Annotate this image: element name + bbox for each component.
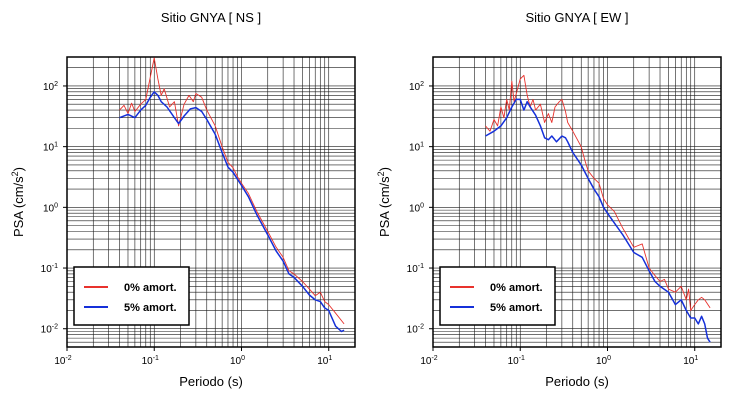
chart2-xtick-exponent: 0	[607, 355, 611, 362]
chart2-xtick-exponent: -1	[519, 355, 525, 362]
chart1-series-damped-line	[119, 91, 345, 333]
chart1-xtick-exponent: -1	[153, 355, 159, 362]
chart1-ytick-label: 10-2	[41, 324, 58, 336]
chart1-ytick-base: 10	[43, 203, 55, 214]
chart1-ytick-exponent: 0	[54, 202, 58, 209]
chart2-legend: 0% amort. 5% amort.	[439, 266, 556, 326]
chart2-xtick-exponent: 1	[694, 355, 698, 362]
chart2-series-undamped-line	[485, 74, 711, 311]
chart1-xtick-label: 10-1	[142, 355, 159, 367]
chart2-ylabel-superscript: 2	[376, 171, 386, 176]
chart1-ytick-exponent: 1	[54, 142, 58, 149]
chart2-ytick-exponent: 1	[420, 142, 424, 149]
chart2-xtick-base: 10	[683, 356, 695, 367]
chart2-ytick-base: 10	[409, 203, 421, 214]
chart1-xtick-label: 10-2	[54, 355, 71, 367]
chart2-ylabel-close: )	[377, 167, 392, 171]
chart1-ytick-exponent: 2	[54, 81, 58, 88]
chart1-ytick-exponent: -2	[52, 324, 58, 331]
chart2-title: Sitio GNYA [ EW ]	[525, 10, 628, 25]
chart1-ytick-base: 10	[43, 143, 55, 154]
chart2-ytick-exponent: -1	[418, 263, 424, 270]
chart1-xtick-exponent: -2	[65, 355, 71, 362]
chart2-xtick-label: 100	[596, 355, 611, 367]
chart2-xtick-base: 10	[508, 356, 520, 367]
chart2-legend-label-2: 5% amort.	[490, 302, 543, 314]
chart2-xtick-label: 10-2	[420, 355, 437, 367]
chart2-ytick-label: 100	[409, 202, 424, 214]
chart2-ytick-base: 10	[407, 264, 419, 275]
chart2-xtick-base: 10	[420, 356, 432, 367]
chart2-ytick-exponent: 2	[420, 81, 424, 88]
chart1-title: Sitio GNYA [ NS ]	[161, 10, 261, 25]
chart1-series-undamped-line	[119, 57, 345, 325]
chart1-legend-box	[73, 266, 190, 326]
chart2-xtick-base: 10	[596, 356, 608, 367]
chart1-legend-label-2: 5% amort.	[124, 302, 177, 314]
chart2-series-damped-line	[485, 98, 711, 343]
chart1-xtick-base: 10	[142, 356, 154, 367]
chart1-ytick-label: 100	[43, 202, 58, 214]
chart1-ytick-label: 10-1	[41, 263, 58, 275]
chart2-ytick-exponent: 0	[420, 202, 424, 209]
chart2-grid	[433, 57, 721, 347]
chart1-xtick-label: 100	[230, 355, 245, 367]
chart1-ylabel-superscript: 2	[10, 171, 20, 176]
chart1-ytick-label: 102	[43, 81, 58, 93]
chart2-legend-box	[439, 266, 556, 326]
chart1-ytick-base: 10	[41, 264, 53, 275]
chart1-ylabel-text: PSA (cm/s	[11, 176, 26, 237]
chart1-ytick-exponent: -1	[52, 263, 58, 270]
chart2-ytick-base: 10	[407, 325, 419, 336]
chart2-xtick-exponent: -2	[431, 355, 437, 362]
chart2-plot-frame	[432, 56, 722, 348]
chart2-xtick-label: 10-1	[508, 355, 525, 367]
chart2-y-axis-label: PSA (cm/s2)	[376, 167, 392, 237]
chart2-ytick-label: 10-1	[407, 263, 424, 275]
chart1-ylabel-close: )	[11, 167, 26, 171]
chart2-x-axis-label: Periodo (s)	[545, 374, 609, 389]
chart2-ytick-label: 10-2	[407, 324, 424, 336]
chart2-ytick-exponent: -2	[418, 324, 424, 331]
chart1-legend: 0% amort. 5% amort.	[73, 266, 190, 326]
chart1-xtick-exponent: 1	[328, 355, 332, 362]
chart1-y-axis-label: PSA (cm/s2)	[10, 167, 26, 237]
chart2-legend-label-1: 0% amort.	[490, 282, 543, 294]
chart1-ytick-base: 10	[43, 82, 55, 93]
chart1-ytick-base: 10	[41, 325, 53, 336]
chart1-ytick-label: 101	[43, 142, 58, 154]
chart2-ylabel-text: PSA (cm/s	[377, 176, 392, 237]
chart2-ytick-base: 10	[409, 143, 421, 154]
chart2-xtick-label: 101	[683, 355, 698, 367]
chart2-ytick-base: 10	[409, 82, 421, 93]
chart1-legend-label-1: 0% amort.	[124, 282, 177, 294]
chart1-xtick-exponent: 0	[241, 355, 245, 362]
chart1-x-axis-label: Periodo (s)	[179, 374, 243, 389]
chart2-ytick-label: 101	[409, 142, 424, 154]
chart1-xtick-base: 10	[317, 356, 329, 367]
chart1-plot-frame	[66, 56, 356, 348]
chart1-xtick-base: 10	[54, 356, 66, 367]
chart2-ytick-label: 102	[409, 81, 424, 93]
chart1-xtick-base: 10	[230, 356, 242, 367]
chart1-xtick-label: 101	[317, 355, 332, 367]
